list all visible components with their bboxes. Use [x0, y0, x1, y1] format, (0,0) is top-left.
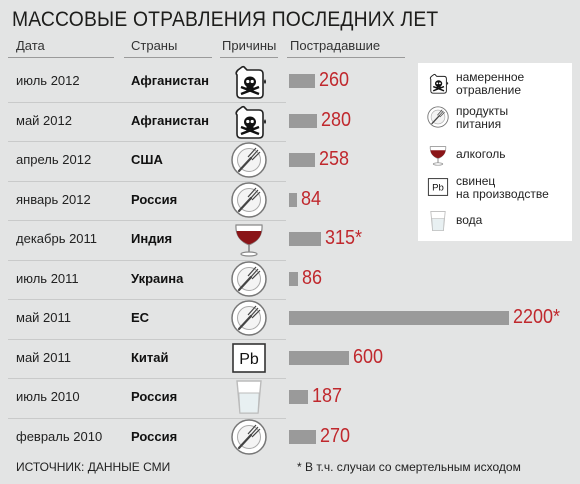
- header-date: Дата: [16, 38, 45, 53]
- row-date: февраль 2010: [16, 428, 103, 444]
- source-note: ИСТОЧНИК: ДАННЫЕ СМИ: [16, 460, 171, 474]
- row-country: ЕС: [131, 310, 150, 325]
- skull-bottle-icon: [426, 71, 450, 95]
- row-divider: [8, 220, 286, 221]
- row-divider: [8, 417, 286, 419]
- row-country: Россия: [131, 191, 178, 207]
- row-divider: [8, 338, 286, 340]
- row-date: май 2011: [16, 349, 71, 365]
- svg-text:Pb: Pb: [239, 351, 259, 368]
- plate-icon: [229, 140, 269, 180]
- water-glass-icon: [229, 377, 269, 417]
- chart-title: МАССОВЫЕ ОТРАВЛЕНИЯ ПОСЛЕДНИХ ЛЕТ: [12, 8, 439, 31]
- svg-text:Pb: Pb: [432, 183, 444, 194]
- legend-label: продукты питания: [456, 104, 509, 131]
- plate-icon: [229, 180, 269, 220]
- bar: [289, 350, 349, 365]
- bar: [289, 192, 298, 207]
- water-glass-icon: [426, 209, 450, 233]
- bar-value-label: 258: [318, 148, 349, 170]
- row-country: Россия: [131, 428, 178, 444]
- lead-icon: Pb: [229, 338, 269, 378]
- bar: [289, 74, 315, 88]
- row-country: Россия: [131, 389, 178, 404]
- row-country: Афганистан: [131, 112, 209, 128]
- bar-value-label: 84: [301, 187, 322, 210]
- row-divider: [8, 299, 286, 300]
- header-divider: [124, 57, 212, 58]
- bar: [289, 390, 308, 404]
- row-date: апрель 2012: [16, 152, 92, 167]
- plate-icon: [229, 298, 269, 338]
- bar-value-label: 187: [311, 385, 342, 407]
- header-divider: [8, 57, 114, 58]
- bar-value-label: 86: [301, 266, 322, 289]
- header-country: Страны: [131, 38, 178, 53]
- header-victims: Пострадавшие: [290, 38, 381, 53]
- bar: [289, 153, 315, 167]
- legend: намеренное отравление продукты питания алк…: [418, 63, 572, 241]
- bar-value-label: 260: [319, 69, 350, 91]
- legend-label: намеренное отравление: [456, 70, 525, 97]
- bar-value-label: 315*: [324, 227, 362, 249]
- row-date: июль 2011: [16, 270, 79, 286]
- row-divider: [8, 101, 286, 103]
- row-country: Афганистан: [131, 73, 209, 88]
- wine-glass-icon: [229, 219, 269, 259]
- row-divider: [8, 259, 286, 261]
- wine-glass-icon: [426, 143, 450, 167]
- skull-bottle-icon: [229, 61, 269, 101]
- row-date: июль 2012: [16, 73, 80, 88]
- row-country: Китай: [131, 349, 169, 365]
- bar: [289, 232, 321, 246]
- legend-label: вода: [456, 213, 483, 227]
- row-country: Украина: [131, 270, 184, 286]
- legend-label: алкоголь: [456, 147, 506, 161]
- footnote: * В т.ч. случаи со смертельным исходом: [297, 460, 521, 474]
- bar-value-label: 280: [321, 108, 352, 131]
- row-date: январь 2012: [16, 191, 91, 207]
- plate-icon: [229, 259, 269, 299]
- bar-value-label: 270: [320, 424, 351, 447]
- row-country: США: [131, 152, 163, 167]
- row-divider: [8, 378, 286, 379]
- bar: [289, 429, 316, 444]
- row-divider: [8, 180, 286, 182]
- skull-bottle-icon: [229, 101, 269, 141]
- row-date: май 2011: [16, 310, 71, 325]
- row-divider: [8, 141, 286, 142]
- row-date: июль 2010: [16, 389, 80, 404]
- bar: [289, 311, 509, 325]
- plate-icon: [229, 417, 269, 457]
- header-divider: [220, 57, 278, 58]
- row-country: Индия: [131, 231, 173, 246]
- row-date: декабрь 2011: [16, 231, 98, 246]
- legend-label: свинец на производстве: [456, 174, 549, 201]
- bar: [289, 271, 298, 286]
- row-date: май 2012: [16, 112, 72, 128]
- bar: [289, 113, 317, 128]
- bar-value-label: 2200*: [513, 306, 561, 328]
- plate-icon: [426, 105, 450, 129]
- header-divider: [287, 57, 405, 58]
- bar-value-label: 600: [353, 345, 384, 368]
- header-cause: Причины: [222, 38, 277, 53]
- lead-icon: Pb: [426, 175, 450, 199]
